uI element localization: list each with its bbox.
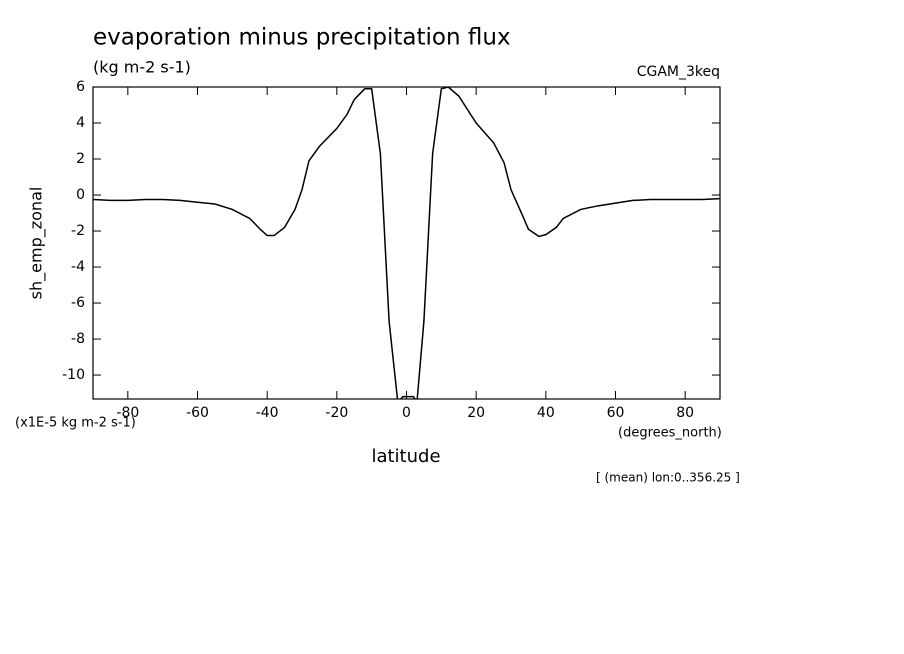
y-tick-label: -2 (71, 223, 85, 239)
y-tick-label: -6 (71, 295, 85, 311)
x-tick-label: 0 (402, 405, 411, 421)
plot-frame (92, 86, 721, 400)
x-tick-label: -60 (186, 405, 209, 421)
dataset-label: CGAM_3keq (637, 64, 720, 80)
x-tick-label: 40 (537, 405, 555, 421)
x-tick-label: -80 (116, 405, 139, 421)
data-line (93, 87, 720, 399)
chart-title: evaporation minus precipitation flux (93, 25, 511, 51)
y-tick-label: 0 (76, 187, 85, 203)
y-tick-label: -4 (71, 259, 85, 275)
x-tick-label: 20 (467, 405, 485, 421)
y-axis-label: sh_emp_zonal (27, 187, 47, 300)
y-tick-label: 4 (76, 115, 85, 131)
x-tick-label: 80 (676, 405, 694, 421)
x-axis-label: latitude (371, 446, 440, 467)
y-tick-label: -8 (71, 331, 85, 347)
y-units: (x1E-5 kg m-2 s-1) (15, 416, 136, 431)
annotation: [ (mean) lon:0..356.25 ] (596, 471, 740, 485)
x-units: (degrees_north) (618, 426, 722, 441)
x-tick-label: -20 (325, 405, 348, 421)
y-tick-label: -10 (62, 367, 85, 383)
x-tick-label: 60 (607, 405, 625, 421)
y-tick-label: 6 (76, 79, 85, 95)
y-tick-label: 2 (76, 151, 85, 167)
x-tick-label: -40 (256, 405, 279, 421)
subtitle: (kg m-2 s-1) (93, 58, 191, 77)
